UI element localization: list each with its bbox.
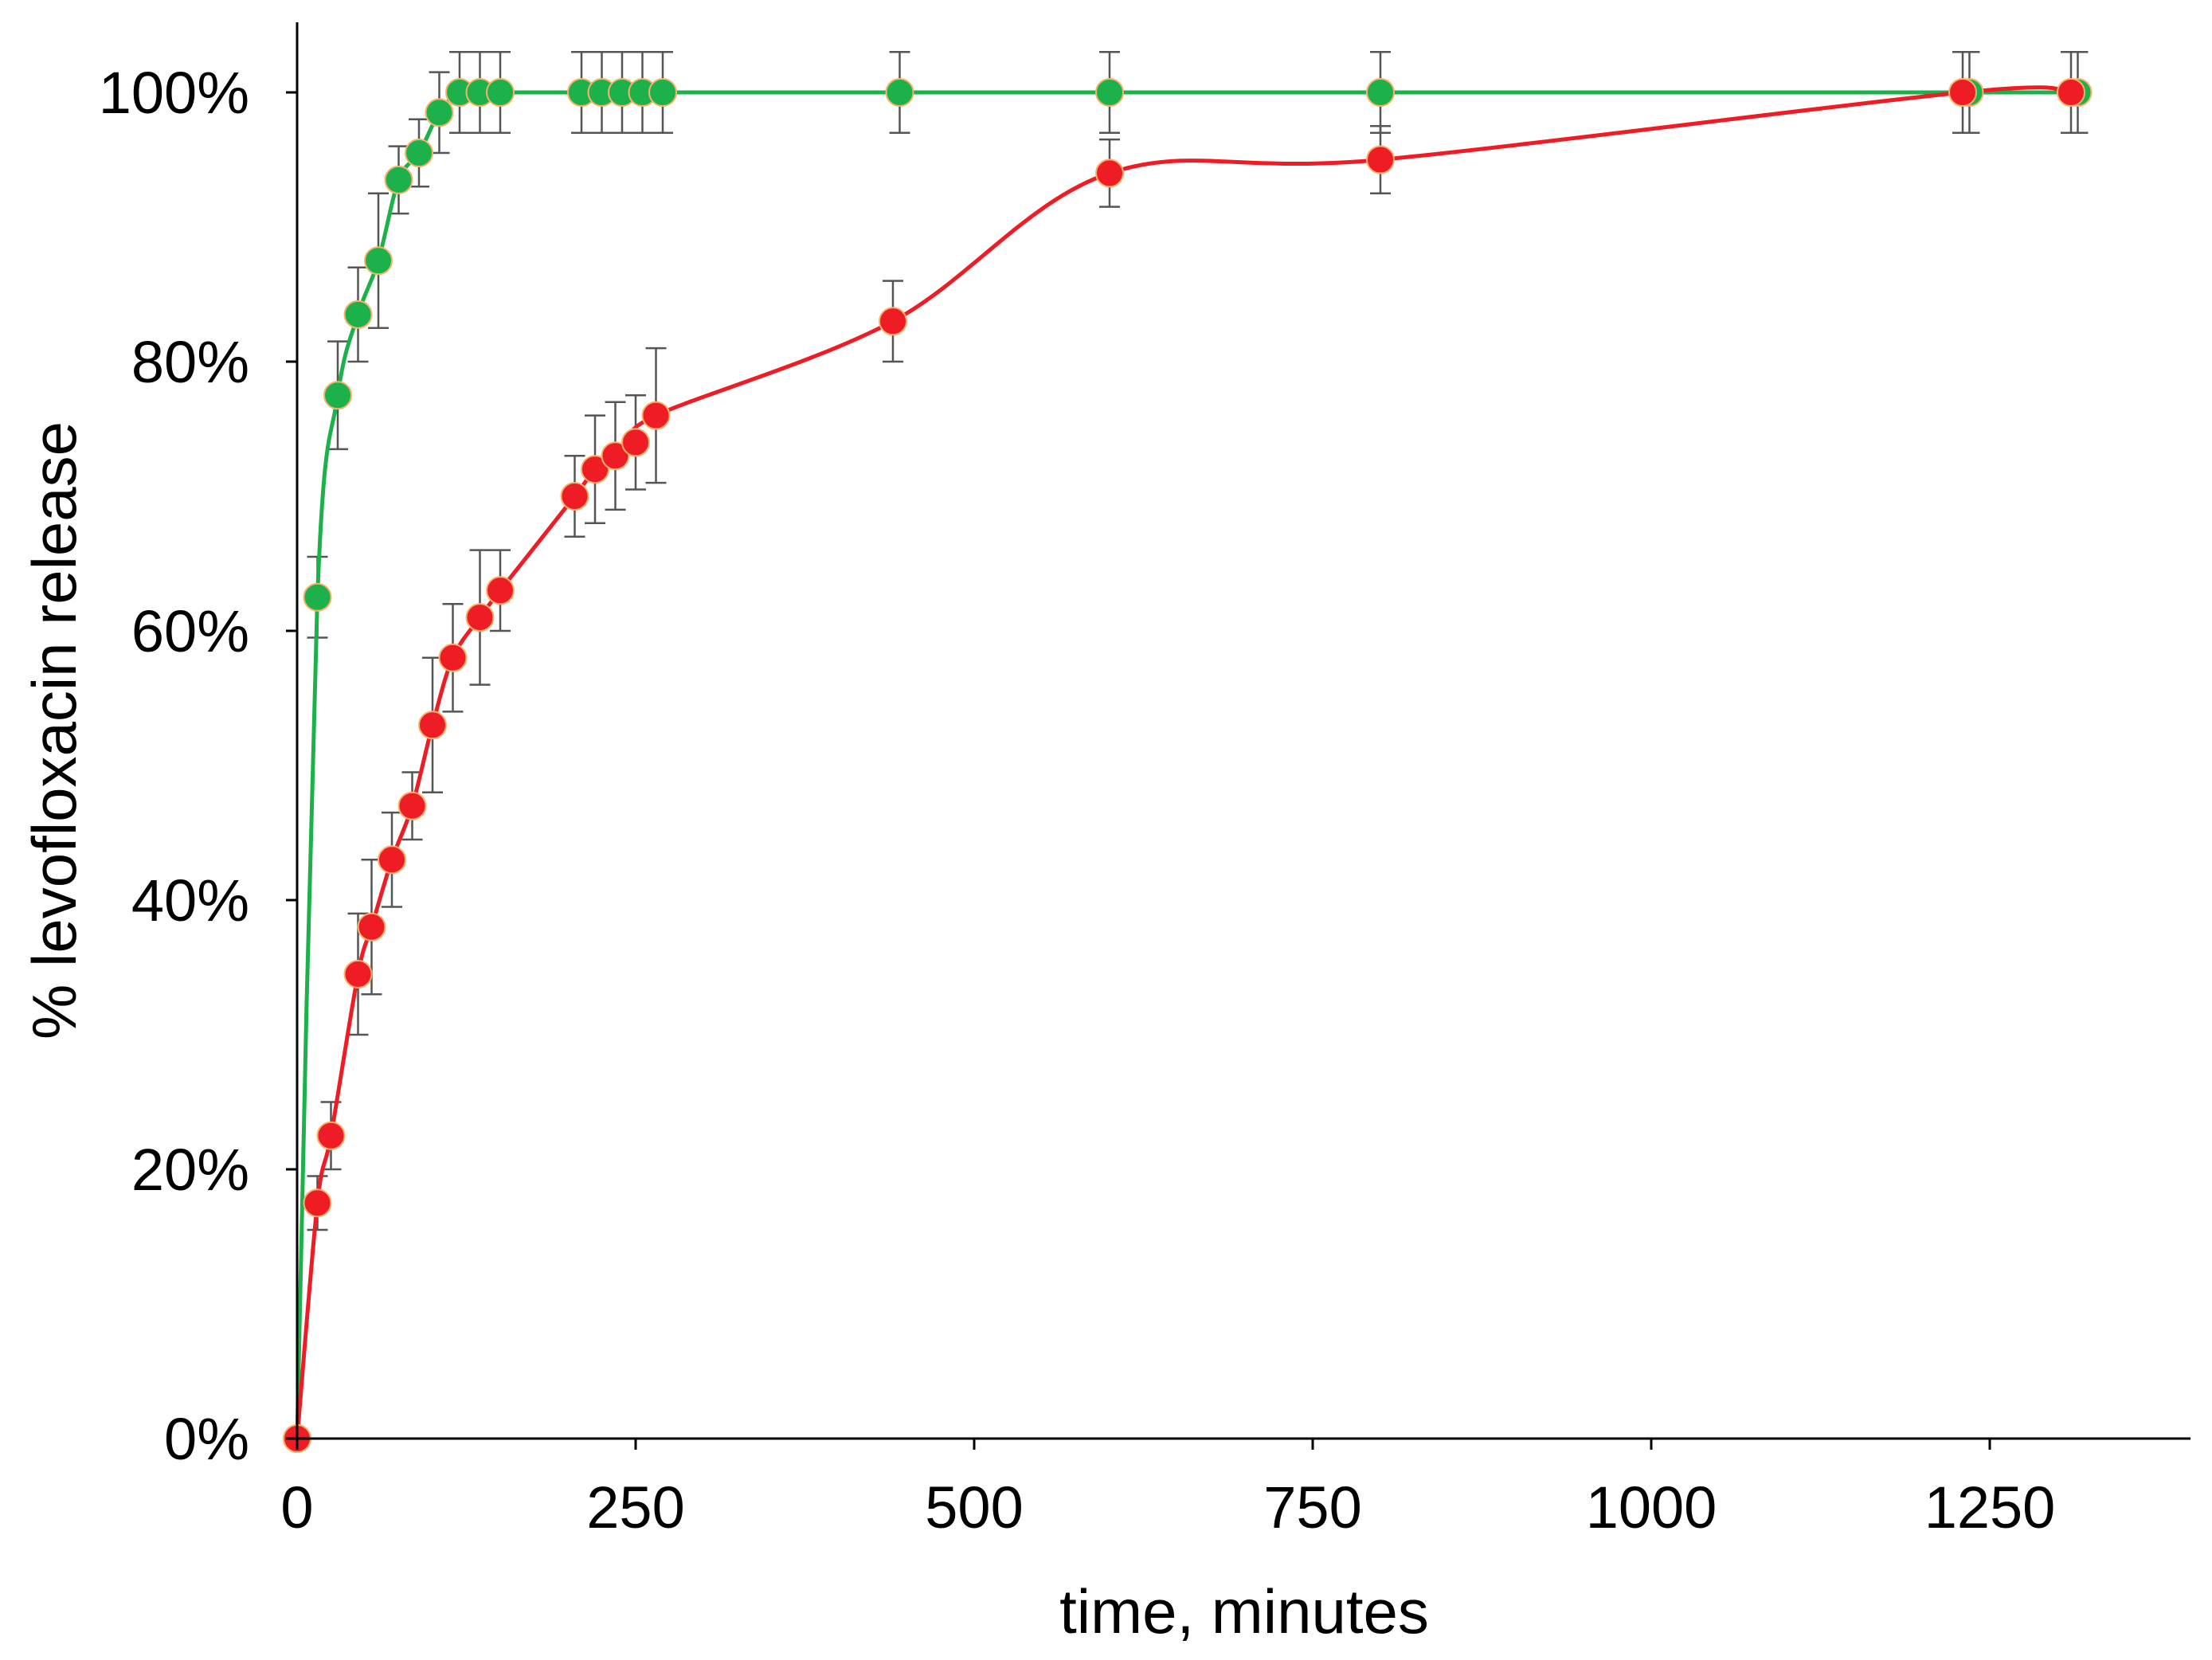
data-point — [303, 1188, 332, 1218]
data-point — [601, 441, 630, 471]
series-lines — [295, 85, 2078, 1439]
data-point — [438, 643, 468, 672]
data-point — [323, 381, 352, 410]
x-tick-label: 1250 — [1924, 1474, 2056, 1541]
data-point — [343, 300, 373, 329]
data-point — [316, 1121, 346, 1150]
data-point — [641, 401, 671, 430]
x-tick-label: 0 — [280, 1474, 313, 1541]
data-point — [425, 98, 454, 127]
data-point — [405, 139, 433, 168]
y-tick-label: 100% — [99, 60, 249, 126]
y-axis-title: % levofloxacin release — [19, 421, 89, 1039]
x-tick-label: 250 — [586, 1474, 684, 1541]
y-tick-label: 80% — [131, 329, 249, 395]
data-point — [486, 78, 515, 107]
y-tick-label: 0% — [164, 1406, 249, 1472]
x-tick-label: 750 — [1263, 1474, 1361, 1541]
series-line-2 — [295, 85, 2072, 1439]
data-point — [581, 455, 609, 484]
data-point — [1948, 78, 1977, 107]
y-tick-label: 20% — [131, 1137, 249, 1203]
data-point — [486, 576, 515, 605]
data-point — [418, 711, 447, 740]
data-point — [648, 78, 677, 107]
data-point — [879, 307, 907, 336]
x-tick-label: 500 — [925, 1474, 1023, 1541]
x-ticks: 0 250 500 750 1000 1250 — [280, 1439, 2055, 1541]
data-point — [1095, 159, 1124, 188]
data-point — [1366, 78, 1395, 107]
y-ticks: 0% 20% 40% 60% 80% 100% — [99, 60, 297, 1472]
series-line-1 — [295, 88, 2078, 1439]
data-point — [378, 845, 406, 875]
data-point — [303, 582, 332, 612]
error-bars — [307, 51, 2089, 1231]
data-point — [560, 482, 589, 511]
y-tick-label: 40% — [131, 867, 249, 934]
x-tick-label: 1000 — [1586, 1474, 1717, 1541]
data-point — [384, 165, 413, 194]
data-point — [885, 78, 914, 107]
data-point — [621, 428, 650, 457]
data-point — [357, 912, 386, 942]
data-point — [364, 246, 393, 276]
y-tick-label: 60% — [131, 598, 249, 664]
x-axis-title: time, minutes — [1059, 1576, 1429, 1646]
data-point — [465, 603, 495, 632]
data-point — [1095, 78, 1124, 107]
data-points — [283, 78, 2093, 1453]
data-point — [343, 959, 373, 989]
data-point — [397, 791, 427, 820]
data-point — [1366, 145, 1395, 174]
data-point — [2057, 78, 2085, 107]
